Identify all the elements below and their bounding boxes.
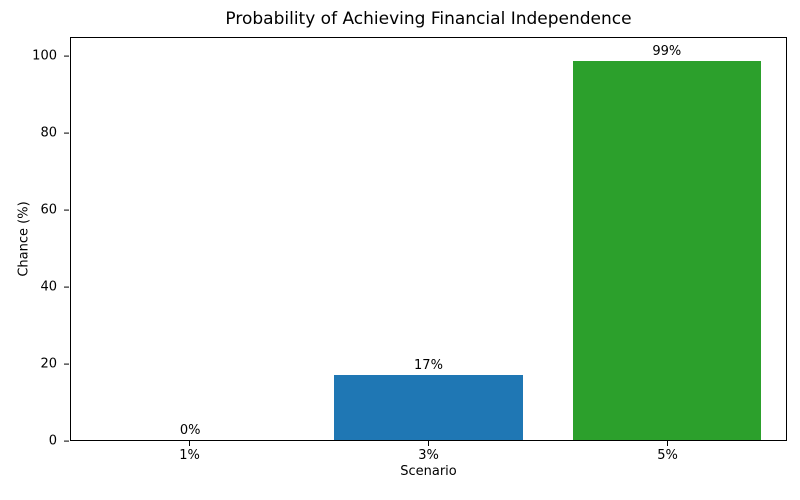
y-tick-label: 100: [32, 48, 57, 64]
bar-slot: 99%: [548, 38, 786, 440]
x-tick: 3%: [309, 441, 548, 463]
x-tick: 5%: [548, 441, 787, 463]
bar-value-label: 17%: [414, 357, 443, 373]
y-tick-mark: [64, 286, 69, 288]
bar-slot: 17%: [309, 38, 547, 440]
x-axis-ticks: 1% 3% 5%: [70, 441, 787, 463]
y-tick-label: 60: [40, 202, 57, 218]
x-tick-mark: [666, 441, 669, 446]
x-tick: 1%: [70, 441, 309, 463]
y-tick-mark: [64, 440, 69, 442]
y-axis-ticks: 0 20 40 60 80 100: [0, 37, 70, 448]
x-tick-mark: [188, 441, 191, 446]
bar-slot: 0%: [71, 38, 309, 440]
bar: [334, 374, 523, 440]
bar-value-label: 0%: [179, 422, 201, 438]
y-tick-label: 20: [40, 356, 57, 372]
x-tick-label: 5%: [657, 448, 678, 463]
y-tick-label: 0: [48, 433, 57, 449]
bar-value-label: 99%: [652, 43, 682, 59]
bar: [572, 60, 761, 440]
y-tick-label: 80: [40, 125, 57, 141]
y-tick-mark: [64, 363, 69, 365]
plot-area: 0% 17% 99%: [70, 37, 787, 441]
x-tick-label: 1%: [179, 448, 200, 463]
y-tick-mark: [64, 209, 69, 211]
x-tick-mark: [427, 441, 430, 446]
x-axis-label: Scenario: [400, 464, 457, 479]
y-tick-label: 40: [40, 279, 57, 295]
y-tick-mark: [64, 55, 69, 57]
x-tick-label: 3%: [418, 448, 439, 463]
bars-container: 0% 17% 99%: [71, 38, 786, 440]
y-tick-mark: [64, 132, 69, 134]
chart-title: Probability of Achieving Financial Indep…: [225, 9, 632, 29]
